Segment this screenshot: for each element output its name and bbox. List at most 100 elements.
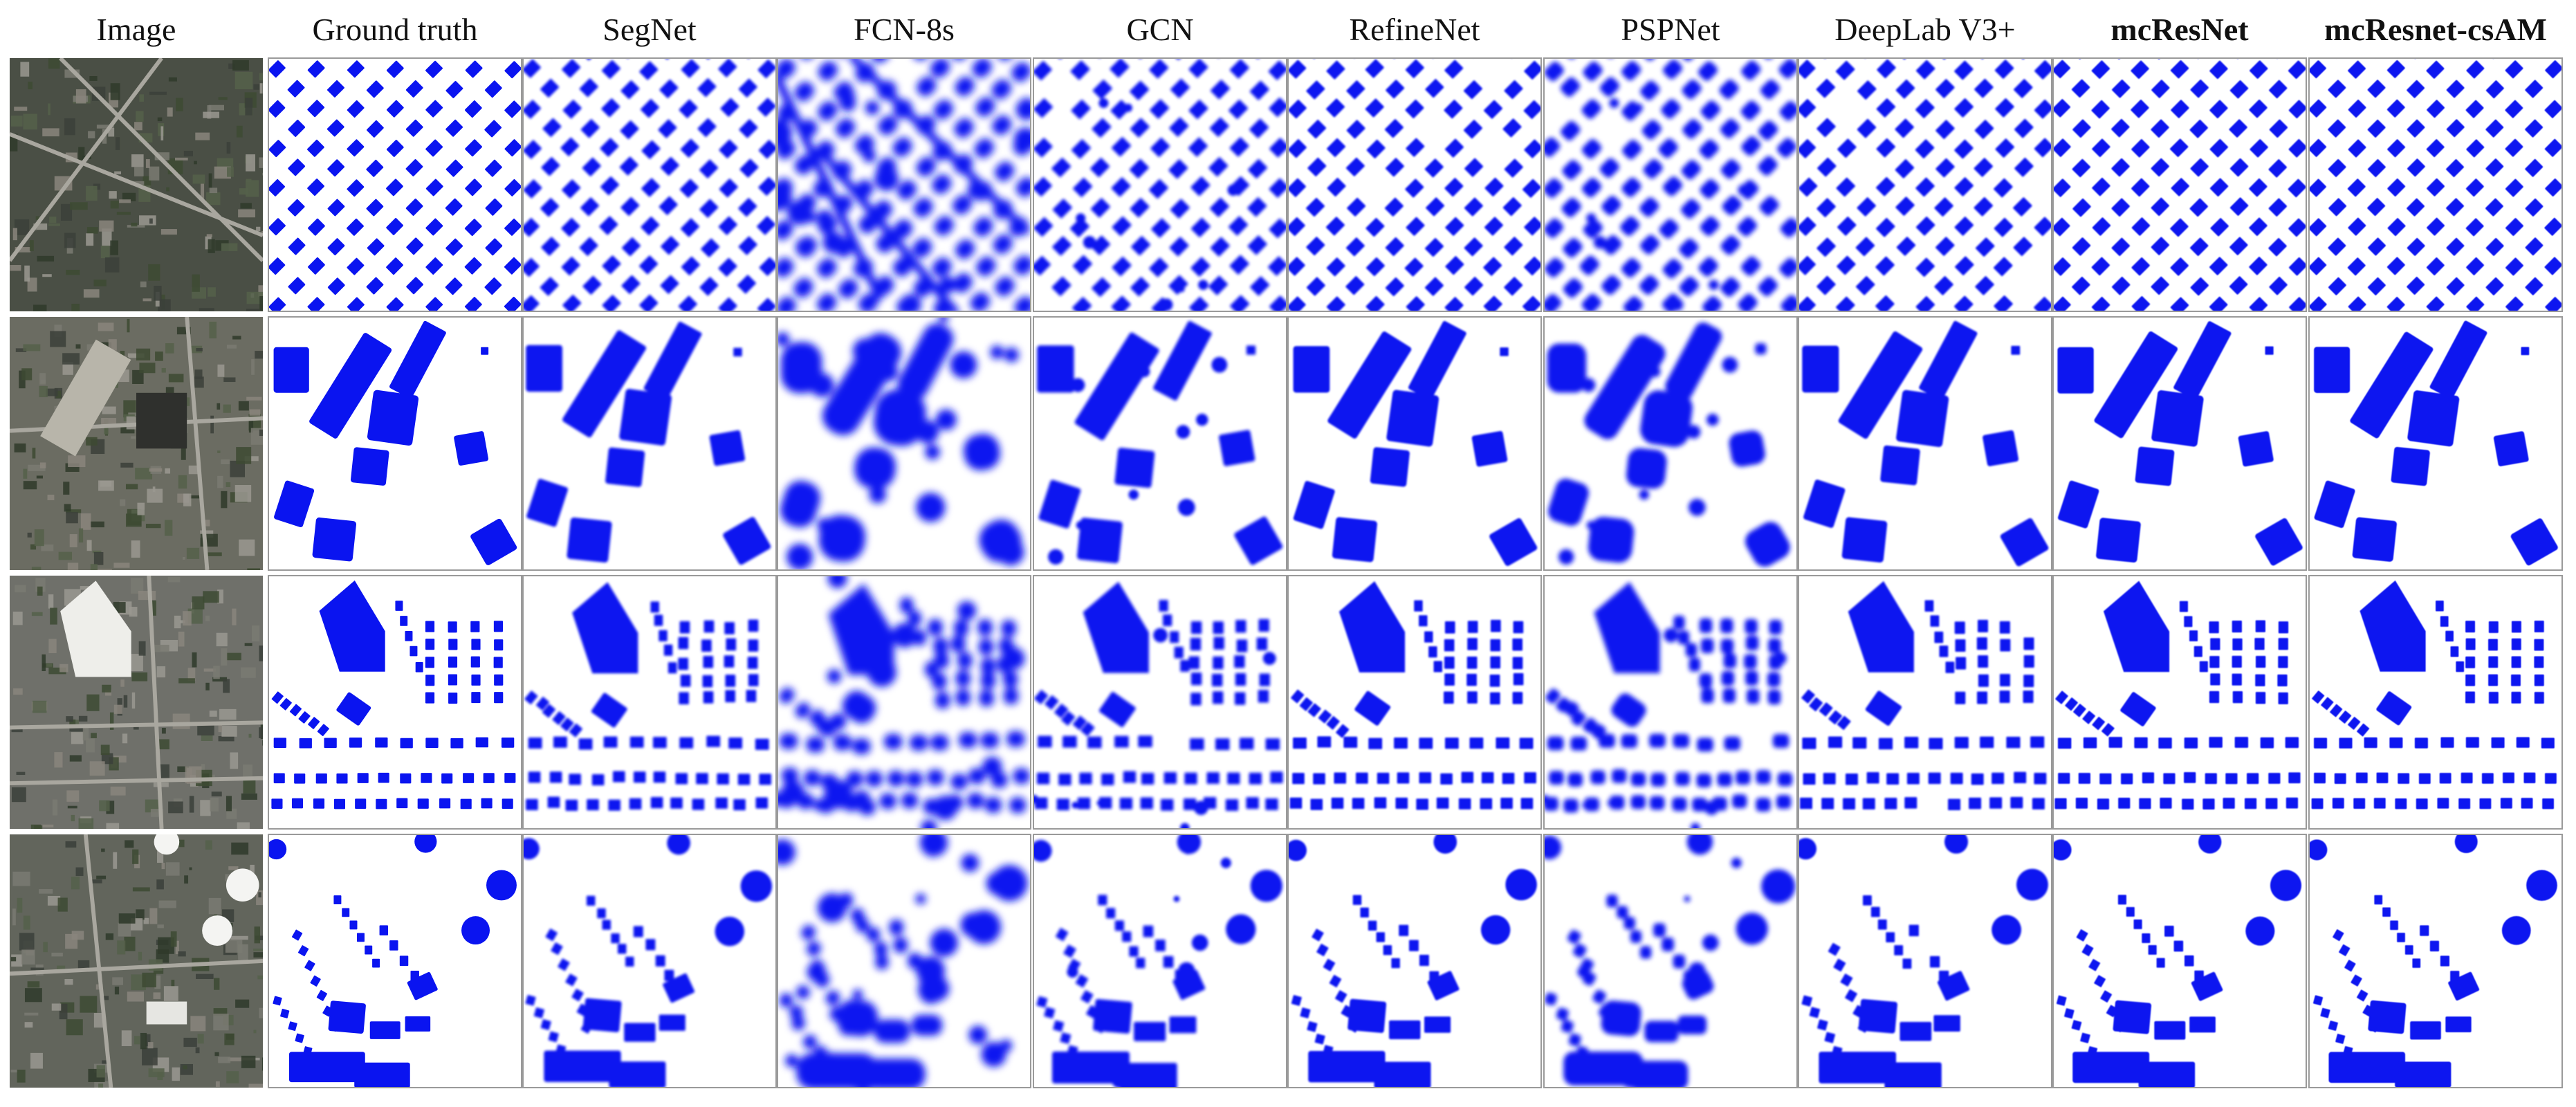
building-shape [2100,990,2113,1003]
building-shape [386,297,404,311]
building-shape [725,675,736,687]
noise-blob [1004,347,1019,363]
building-shape [679,99,698,118]
building-shape [1408,320,1466,400]
building-shape [1326,60,1345,80]
building-shape [2328,237,2346,256]
building-shape [1229,59,1249,79]
building-shape [1584,797,1599,812]
building-shape [1837,255,1856,275]
aerial-texture [218,736,234,742]
building-shape [1033,61,1052,80]
building-shape [327,238,345,256]
aerial-texture [50,607,57,625]
building-shape [2545,60,2562,78]
building-shape [1573,944,1587,958]
aerial-texture [64,978,73,985]
building-shape [289,704,302,717]
building-shape [692,798,705,810]
building-shape [1170,78,1190,98]
noise-blob [1684,895,1691,902]
building-shape [781,767,798,784]
building-shape [950,58,970,61]
building-shape [1758,120,1778,140]
building-shape [1583,61,1603,81]
building-shape [1365,296,1385,311]
building-shape [1419,615,1428,627]
building-shape [1732,794,1747,809]
building-shape [633,771,646,783]
aerial-texture [80,996,98,1013]
aerial-texture [189,796,194,813]
building-shape [2131,257,2150,276]
building-shape [1306,237,1325,256]
building-shape [624,1023,656,1042]
aerial-texture [142,298,151,302]
building-shape [475,737,488,748]
building-shape [1213,656,1224,670]
building-shape [1414,600,1423,612]
building-shape [1444,100,1463,119]
aerial-texture [104,689,112,696]
building-mask-group [1802,320,2049,567]
noise-blob [1128,489,1139,500]
building-shape [445,198,463,216]
aerial-texture [109,712,114,730]
building-shape [2249,217,2267,236]
aerial-image-canvas [10,317,263,570]
building-shape [1464,197,1483,217]
aerial-texture [50,331,66,347]
building-shape [299,738,312,749]
building-shape [957,652,973,669]
building-shape [1840,973,1853,987]
building-shape [2097,798,2110,809]
aerial-texture [178,631,185,647]
noise-blob [827,576,847,589]
building-shape [972,58,992,78]
building-shape [2056,995,2067,1006]
aerial-texture [180,620,185,623]
building-shape [439,798,451,809]
noise-blob [1544,794,1549,804]
building-shape [1640,80,1660,100]
building-shape [1836,296,1855,311]
building-shape [386,257,403,275]
building-shape [1074,332,1159,441]
aerial-texture [212,677,228,681]
building-shape [1798,99,1816,118]
building-shape [793,277,813,298]
building-shape [681,59,700,78]
building-shape [1828,736,1843,748]
noise-blob [1112,1073,1126,1088]
building-shape [1582,178,1601,198]
building-shape [1234,692,1246,705]
building-shape [1466,657,1478,669]
aerial-texture [71,931,84,940]
building-shape [2210,673,2220,686]
aerial-texture [48,103,50,116]
building-shape [310,975,321,987]
building-shape [552,711,566,725]
noise-blob [1639,489,1650,500]
building-shape [1522,179,1541,198]
building-shape [703,620,715,633]
building-shape [660,157,679,176]
building-shape [1365,98,1384,118]
aerial-texture [10,1070,18,1073]
building-shape [625,956,634,967]
aerial-texture [120,499,126,506]
building-shape [1779,101,1797,121]
building-shape [273,738,286,748]
building-shape [697,118,717,137]
building-shape [470,518,517,565]
aerial-texture [171,980,175,987]
aerial-texture [95,569,112,570]
building-shape [675,773,688,785]
building-shape [2205,773,2217,785]
building-shape [2094,331,2178,439]
building-mask-group [1544,582,1793,829]
aerial-texture [155,351,163,361]
building-shape [1484,177,1504,196]
building-shape [2376,691,2412,726]
building-mask-group [778,58,1031,311]
